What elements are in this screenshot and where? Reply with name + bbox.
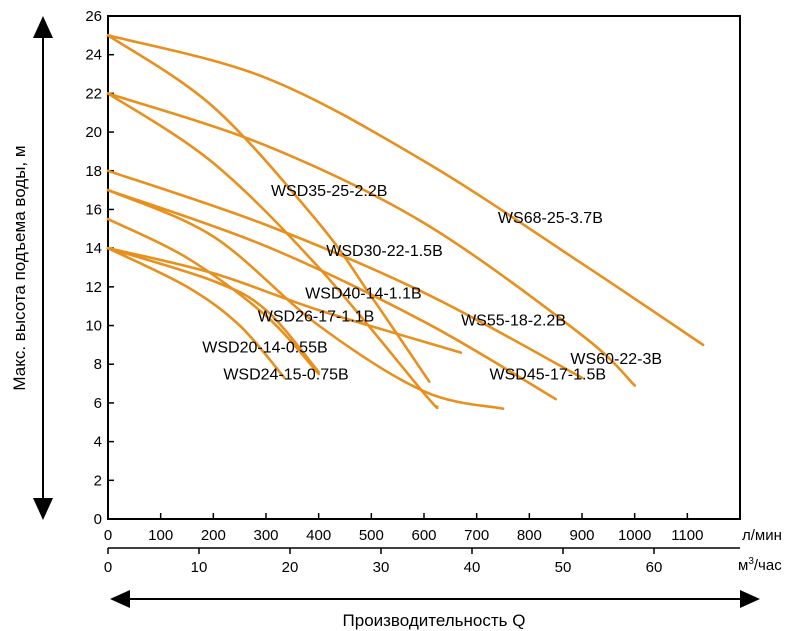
- series-label: WSD26-17-1.1B: [258, 309, 375, 326]
- y-tick-label: 8: [94, 356, 102, 373]
- curve-series-10: [106, 246, 320, 374]
- series-label: WSD35-25-2.2B: [271, 183, 388, 200]
- series-label: WS68-25-3.7B: [498, 210, 603, 227]
- y-tick-label: 6: [94, 395, 102, 412]
- y-tick-label: 4: [94, 434, 102, 451]
- y-tick-label: 22: [85, 85, 102, 102]
- curve-wsd30-22-1.5b: [106, 92, 439, 410]
- x-tick-label: 0: [104, 527, 112, 544]
- x-tick-label: 600: [411, 527, 436, 544]
- series-labels: WS68-25-3.7B WS60-22-3B WSD35-25-2.2B WS55-…: [202, 183, 662, 384]
- x2-tick-label: 40: [464, 559, 481, 576]
- x-tick-label: 200: [201, 527, 226, 544]
- series-label: WSD24-15-0.75B: [223, 367, 348, 384]
- curve-ws68-25-3.7b: [106, 34, 705, 347]
- x-axis-unit-lmin: л/мин: [742, 527, 782, 544]
- curve-wsd26-17-1.1b: [106, 188, 505, 410]
- y-axis-title: Макс. высота подъема воды, м: [10, 145, 29, 390]
- curve-wsd20-14-0.55b: [106, 246, 286, 380]
- x2-tick-label: 60: [646, 559, 663, 576]
- series-label: WS60-22-3B: [570, 351, 662, 368]
- y-tick-label: 18: [85, 163, 102, 180]
- x-axis-title: Производительность Q: [343, 611, 526, 630]
- x-tick-label: 800: [517, 527, 542, 544]
- x-tick-label: 400: [306, 527, 331, 544]
- y-tick-label: 10: [85, 318, 102, 335]
- y-tick-label: 2: [94, 472, 102, 489]
- x-axis-ticks-m3h: 0 10 20 30 40 50 60: [104, 548, 663, 576]
- series-label: WSD45-17-1.5B: [490, 367, 607, 384]
- y-tick-label: 12: [85, 279, 102, 296]
- curve-wsd40-14-1.1b: [106, 246, 463, 354]
- x2-tick-label: 20: [282, 559, 299, 576]
- series-label: WSD30-22-1.5B: [326, 243, 443, 260]
- y-tick-label: 0: [94, 511, 102, 528]
- y-axis-arrow: [33, 16, 53, 520]
- x2-tick-label: 10: [191, 559, 208, 576]
- x2-tick-label: 0: [104, 559, 112, 576]
- y-tick-label: 26: [85, 8, 102, 25]
- x-axis-unit-m3h: м3/час: [738, 556, 782, 574]
- y-tick-label: 24: [85, 47, 102, 64]
- x-tick-label: 300: [253, 527, 278, 544]
- curve-wsd35-25-2.2b: [106, 34, 431, 383]
- series-label: WSD40-14-1.1B: [305, 285, 422, 302]
- curve-ws55-18-2.2b: [106, 169, 584, 380]
- y-tick-label: 14: [85, 240, 102, 257]
- performance-curves: [106, 34, 705, 410]
- x-tick-label: 100: [148, 527, 173, 544]
- x-tick-label: 500: [359, 527, 384, 544]
- x2-tick-label: 30: [373, 559, 390, 576]
- curve-wsd45-17-1.5b: [106, 188, 557, 401]
- x-tick-label: 900: [569, 527, 594, 544]
- x-tick-label: 700: [464, 527, 489, 544]
- y-tick-label: 20: [85, 124, 102, 141]
- series-label: WSD20-14-0.55B: [202, 340, 327, 357]
- x-tick-label: 1100: [671, 527, 703, 544]
- x-tick-label: 1000: [618, 527, 651, 544]
- x2-tick-label: 50: [555, 559, 572, 576]
- x-axis-ticks-lmin: 0 100 200 300 400 500 600 700 800 900 1000 1100: [104, 513, 703, 544]
- y-tick-label: 16: [85, 201, 102, 218]
- series-label: WS55-18-2.2B: [461, 313, 566, 330]
- curve-wsd24-15-0.75b: [106, 217, 320, 376]
- curve-ws60-22-3b: [106, 92, 636, 387]
- x-axis-arrow: [110, 590, 760, 608]
